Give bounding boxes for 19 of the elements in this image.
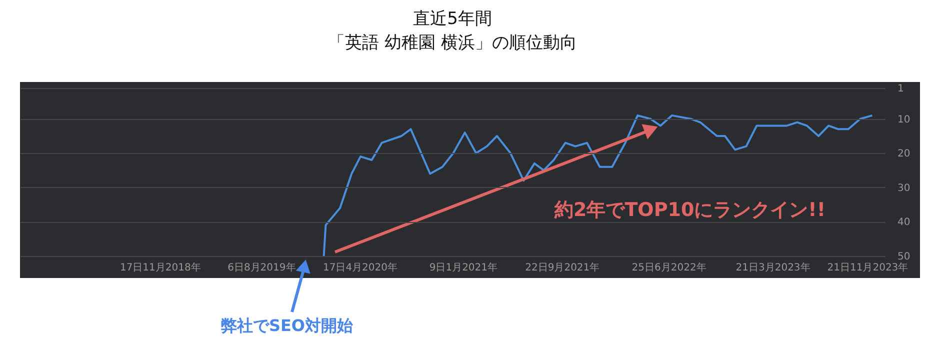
y-tick-label: 1 (898, 84, 904, 94)
y-tick-label: 10 (898, 114, 910, 126)
x-tick-label: 6日8月2019年 (228, 262, 296, 274)
y-tick-label: 50 (898, 252, 910, 262)
text: 弊社でSEO対開始 (220, 316, 354, 335)
x-tick-label: 9日1月2021年 (429, 262, 498, 274)
annotation: 約2年でTOP10にランクイン!! (553, 199, 826, 221)
x-tick-label: 21日11月2023年 (827, 262, 908, 274)
line-series (322, 114, 874, 257)
x-tick-label: 17日11月2018年 (120, 262, 201, 274)
x-tick-label: 22日9月2021年 (525, 262, 600, 274)
x-tick-label: 21日3月2023年 (736, 262, 810, 274)
y-tick-label: 40 (898, 217, 910, 228)
text: 直近5年間 (413, 9, 492, 29)
y-tick-label: 20 (898, 148, 910, 160)
text: 「英語 幼稚園 横浜」の順位動向 (328, 33, 577, 53)
y-tick-label: 30 (898, 182, 910, 194)
x-tick-label: 17日4月2020年 (322, 262, 398, 274)
x-tick-label: 25日6月2022年 (632, 262, 706, 274)
